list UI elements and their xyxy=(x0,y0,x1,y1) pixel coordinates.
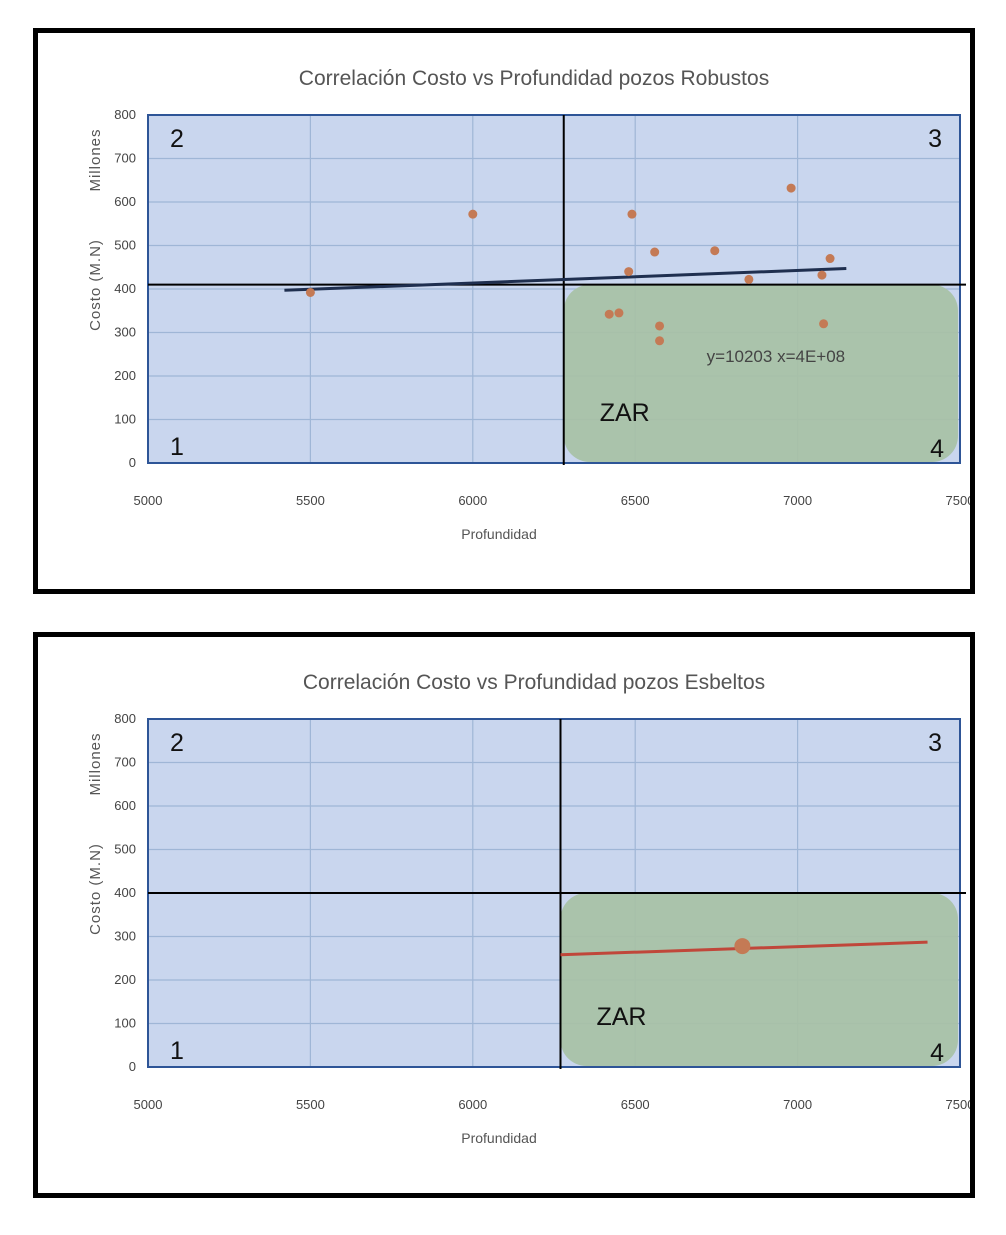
y-tick-label: 800 xyxy=(114,711,136,726)
data-point xyxy=(305,287,315,297)
quadrant-label-3: 3 xyxy=(928,125,942,153)
x-axis-label: Profundidad xyxy=(461,1130,537,1146)
y-axis-unit-label: Millones xyxy=(87,732,104,795)
data-point xyxy=(627,209,637,219)
quadrant-label-1: 1 xyxy=(170,433,184,461)
chart-title: Correlación Costo vs Profundidad pozos E… xyxy=(303,671,765,694)
quadrant-label-4: 4 xyxy=(930,1039,944,1067)
trendline xyxy=(284,267,847,292)
y-tick-label: 700 xyxy=(114,151,136,166)
data-point xyxy=(624,267,634,277)
quadrant-label-2: 2 xyxy=(170,125,184,153)
x-tick-label: 6000 xyxy=(458,1097,487,1112)
data-point xyxy=(817,270,827,280)
y-tick-label: 400 xyxy=(114,281,136,296)
y-tick-label: 0 xyxy=(129,1059,136,1074)
data-point xyxy=(614,308,624,318)
y-tick-label: 800 xyxy=(114,107,136,122)
x-tick-label: 7500 xyxy=(946,493,970,508)
chart-title: Correlación Costo vs Profundidad pozos R… xyxy=(299,67,769,90)
y-tick-label: 200 xyxy=(114,368,136,383)
y-tick-label: 500 xyxy=(114,238,136,253)
plot-border xyxy=(147,114,961,464)
zar-zone xyxy=(560,893,958,1066)
x-tick-label: 6500 xyxy=(621,493,650,508)
y-tick-label: 500 xyxy=(114,842,136,857)
data-point xyxy=(786,183,796,193)
esbeltos-chart-panel: Correlación Costo vs Profundidad pozos E… xyxy=(33,632,975,1198)
y-tick-label: 600 xyxy=(114,798,136,813)
data-point xyxy=(744,274,754,284)
x-tick-label: 5000 xyxy=(134,1097,163,1112)
quadrant-label-1: 1 xyxy=(170,1037,184,1065)
x-tick-label: 7000 xyxy=(783,1097,812,1112)
y-tick-label: 300 xyxy=(114,325,136,340)
robustos-chart-panel: Correlación Costo vs Profundidad pozos R… xyxy=(33,28,975,594)
data-point xyxy=(710,246,720,256)
x-axis-label: Profundidad xyxy=(461,526,537,542)
y-tick-label: 600 xyxy=(114,194,136,209)
data-point xyxy=(650,247,660,257)
zar-label: ZAR xyxy=(600,399,650,427)
data-point xyxy=(819,319,829,329)
robustos-scatter-chart: Correlación Costo vs Profundidad pozos R… xyxy=(87,67,970,542)
x-tick-label: 5500 xyxy=(296,1097,325,1112)
zar-label: ZAR xyxy=(596,1003,646,1031)
data-point xyxy=(655,336,665,346)
y-tick-label: 100 xyxy=(114,1016,136,1031)
data-point xyxy=(468,209,478,219)
x-tick-label: 7000 xyxy=(783,493,812,508)
y-tick-label: 200 xyxy=(114,972,136,987)
data-point xyxy=(825,254,835,264)
quadrant-label-3: 3 xyxy=(928,729,942,757)
esbeltos-scatter-chart: Correlación Costo vs Profundidad pozos E… xyxy=(87,671,970,1146)
y-axis-label: Costo (M.N) xyxy=(87,239,104,331)
y-tick-label: 0 xyxy=(129,455,136,470)
data-point xyxy=(604,309,614,319)
trendline-equation: y=10203 x=4E+08 xyxy=(707,347,845,366)
quadrant-label-2: 2 xyxy=(170,729,184,757)
y-axis-label: Costo (M.N) xyxy=(87,843,104,935)
y-axis-unit-label: Millones xyxy=(87,128,104,191)
x-tick-label: 6500 xyxy=(621,1097,650,1112)
y-tick-label: 100 xyxy=(114,412,136,427)
x-tick-label: 7500 xyxy=(946,1097,970,1112)
y-tick-label: 400 xyxy=(114,885,136,900)
quadrant-label-4: 4 xyxy=(930,435,944,463)
data-point xyxy=(734,938,751,955)
x-tick-label: 5500 xyxy=(296,493,325,508)
y-tick-label: 300 xyxy=(114,929,136,944)
x-tick-label: 5000 xyxy=(134,493,163,508)
y-tick-label: 700 xyxy=(114,755,136,770)
x-tick-label: 6000 xyxy=(458,493,487,508)
data-point xyxy=(655,321,665,331)
